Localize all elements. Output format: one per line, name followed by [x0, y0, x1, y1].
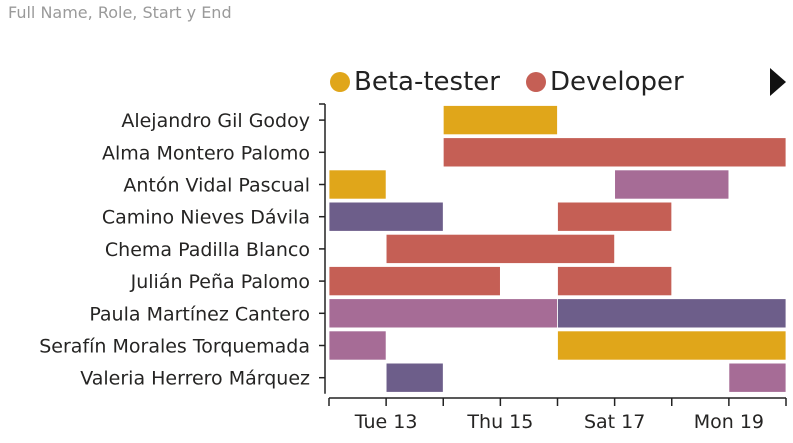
legend-next-arrow-icon[interactable] — [770, 68, 786, 96]
legend-label-developer: Developer — [549, 67, 684, 97]
y-tick-label: Serafín Morales Torquemada — [39, 336, 310, 358]
legend-label-beta-tester: Beta-tester — [354, 67, 500, 97]
gantt-bar[interactable] — [442, 105, 558, 136]
chart-legend: Beta-tester Developer — [330, 62, 684, 102]
y-tick-label: Alma Montero Palomo — [102, 142, 310, 164]
x-tick-label: Sat 17 — [584, 411, 645, 433]
gantt-bar[interactable] — [557, 201, 673, 232]
gantt-bar[interactable] — [614, 169, 730, 200]
y-tick-label: Alejandro Gil Godoy — [121, 110, 310, 132]
legend-marker-beta-tester — [330, 72, 350, 92]
gantt-bar[interactable] — [728, 362, 787, 393]
gantt-bar[interactable] — [328, 201, 444, 232]
legend-marker-developer — [525, 72, 546, 92]
gantt-bar[interactable] — [328, 266, 501, 297]
y-tick-label: Julián Peña Palomo — [130, 271, 310, 293]
y-tick-label: Valeria Herrero Márquez — [80, 368, 310, 390]
gantt-bar[interactable] — [557, 266, 673, 297]
legend-item-developer[interactable]: Developer — [525, 67, 684, 97]
gantt-bar[interactable] — [328, 169, 387, 200]
x-tick-label: Tue 13 — [354, 411, 418, 433]
legend-item-beta-tester[interactable]: Beta-tester — [330, 67, 500, 97]
field-list-label: Full Name, Role, Start y End — [8, 3, 232, 22]
gantt-bar[interactable] — [385, 233, 616, 264]
y-tick-label: Camino Nieves Dávila — [102, 207, 310, 229]
gantt-bar[interactable] — [557, 330, 787, 361]
gantt-bar[interactable] — [557, 298, 787, 329]
gantt-bar[interactable] — [385, 362, 444, 393]
gantt-bar[interactable] — [328, 298, 558, 329]
gantt-bar[interactable] — [442, 137, 787, 168]
gantt-bar[interactable] — [328, 330, 387, 361]
y-tick-label: Antón Vidal Pascual — [123, 175, 310, 197]
x-tick-label: Mon 19 — [694, 411, 764, 433]
y-tick-label: Paula Martínez Cantero — [89, 303, 310, 325]
y-tick-label: Chema Padilla Blanco — [105, 239, 310, 261]
x-tick-label: Thu 15 — [466, 411, 533, 433]
